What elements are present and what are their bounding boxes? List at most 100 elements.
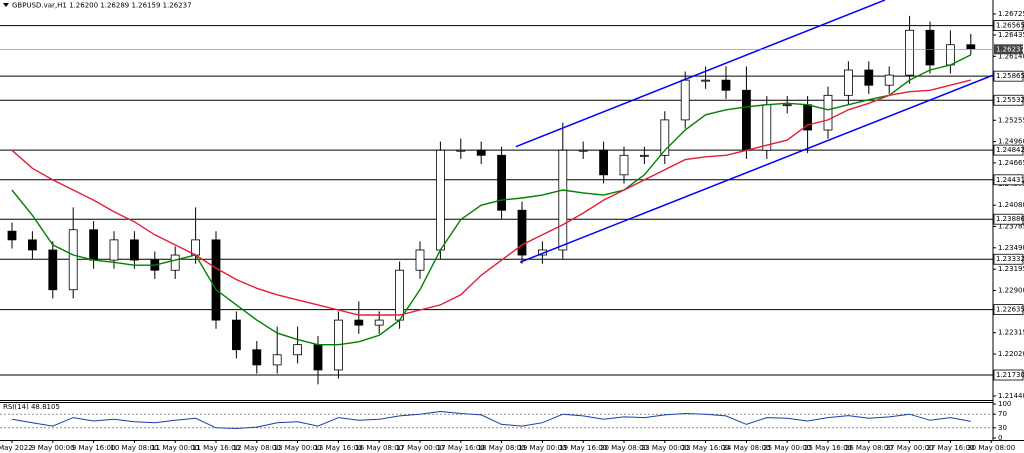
candle-body bbox=[578, 149, 588, 152]
y-tick-label: 1.23785 bbox=[998, 222, 1024, 230]
x-tick-label: 24 May 08:00 bbox=[722, 444, 770, 452]
candle-body bbox=[884, 74, 894, 86]
x-tick-label: 11 May 16:00 bbox=[192, 444, 240, 452]
candle-body bbox=[395, 269, 405, 321]
candle-body bbox=[211, 239, 221, 321]
candle-body bbox=[293, 344, 303, 356]
y-tick-label: 1.22900 bbox=[998, 286, 1024, 294]
y-tick-label: 1.24960 bbox=[998, 138, 1024, 146]
candle-body bbox=[109, 239, 119, 261]
y-tick-label: 1.23490 bbox=[998, 244, 1024, 252]
x-tick-label: 17 May 00:00 bbox=[396, 444, 444, 452]
candle-body bbox=[476, 149, 486, 156]
x-tick-label: 19 May 16:00 bbox=[559, 444, 607, 452]
level-label-box bbox=[993, 144, 1024, 156]
rsi-tick-label: 100 bbox=[998, 400, 1011, 408]
candle-body bbox=[864, 69, 874, 86]
candle-body bbox=[48, 249, 58, 291]
x-tick-label: 19 May 00:00 bbox=[518, 444, 566, 452]
candle-body bbox=[844, 69, 853, 96]
candle-body bbox=[905, 29, 914, 76]
symbol-menu-arrow[interactable] bbox=[3, 3, 9, 7]
chart-title: GBPUSD.var,H1 1.26200 1.26289 1.26159 1.… bbox=[12, 2, 192, 10]
candle-body bbox=[191, 239, 201, 256]
x-tick-label: 25 May 00:00 bbox=[763, 444, 811, 452]
level-label: 1.23886 bbox=[996, 215, 1024, 223]
rsi-tick-label: 70 bbox=[998, 410, 1007, 418]
x-tick-label: 18 May 08:00 bbox=[478, 444, 526, 452]
y-tick-label: 1.22315 bbox=[998, 329, 1024, 337]
candle-body bbox=[701, 79, 710, 82]
candle-body bbox=[966, 44, 976, 50]
candle-body bbox=[680, 79, 690, 121]
level-label: 1.22635 bbox=[996, 306, 1024, 314]
candle-body bbox=[497, 154, 507, 211]
rsi-tick-label: 30 bbox=[998, 424, 1007, 432]
x-tick-label: 23 May 00:00 bbox=[641, 444, 689, 452]
x-tick-label: 27 May 00:00 bbox=[886, 444, 934, 452]
candle-body bbox=[68, 229, 78, 291]
level-label: 1.24431 bbox=[996, 176, 1024, 184]
level-label-box bbox=[993, 70, 1024, 82]
level-label-box bbox=[993, 20, 1024, 31]
level-label: 1.21730 bbox=[996, 371, 1024, 379]
plot-area bbox=[0, 0, 993, 385]
rsi-tick-label: 0 bbox=[998, 434, 1002, 442]
x-tick-label: 9 May 16:00 bbox=[72, 444, 116, 452]
x-tick-label: 16 May 08:00 bbox=[355, 444, 403, 452]
level-label-box bbox=[993, 213, 1024, 225]
candle-body bbox=[782, 104, 792, 107]
trend-line bbox=[515, 0, 886, 148]
candle-body bbox=[435, 149, 445, 251]
y-tick-label: 1.24665 bbox=[998, 159, 1024, 167]
level-label: 1.25865 bbox=[996, 72, 1024, 80]
current-price-label: 1.26237 bbox=[996, 45, 1024, 53]
rsi-line bbox=[11, 410, 971, 430]
current-price-box bbox=[994, 44, 1023, 55]
moving-average-line bbox=[11, 54, 972, 346]
candle-body bbox=[517, 209, 527, 256]
candle-body bbox=[170, 254, 180, 271]
candle-body bbox=[313, 344, 323, 371]
candle-body bbox=[272, 354, 282, 366]
candle-body bbox=[599, 149, 608, 176]
candle-body bbox=[946, 44, 955, 66]
level-label-box bbox=[993, 304, 1024, 316]
y-tick-label: 1.23195 bbox=[998, 265, 1024, 273]
y-tick-label: 1.25255 bbox=[998, 116, 1024, 124]
candle-body bbox=[721, 79, 731, 91]
y-tick-label: 1.26140 bbox=[998, 52, 1024, 60]
candle-body bbox=[231, 319, 241, 351]
y-tick-label: 1.24080 bbox=[998, 201, 1024, 209]
x-tick-label: 17 May 16:00 bbox=[437, 444, 485, 452]
x-tick-label: 13 May 00:00 bbox=[274, 444, 322, 452]
candle-body bbox=[558, 149, 568, 251]
x-tick-label: 26 May 08:00 bbox=[845, 444, 893, 452]
rsi-panel bbox=[0, 410, 993, 430]
trend-line bbox=[519, 74, 993, 263]
x-tick-label: 23 May 16:00 bbox=[682, 444, 730, 452]
x-tick-label: 25 May 16:00 bbox=[804, 444, 852, 452]
candle-body bbox=[742, 89, 751, 151]
level-label: 1.26565 bbox=[996, 22, 1024, 30]
candle-body bbox=[619, 154, 629, 176]
candle-body bbox=[252, 349, 262, 366]
candle-body bbox=[456, 149, 466, 152]
y-tick-label: 1.26725 bbox=[998, 10, 1024, 18]
candle-body bbox=[374, 319, 384, 326]
y-tick-label: 1.22020 bbox=[998, 350, 1024, 358]
x-tick-label: 27 May 16:00 bbox=[926, 444, 974, 452]
x-tick-label: 20 May 08:00 bbox=[600, 444, 648, 452]
level-label-box bbox=[993, 253, 1024, 265]
candle-body bbox=[354, 319, 364, 326]
level-label: 1.25532 bbox=[996, 96, 1024, 104]
level-label-box bbox=[993, 174, 1024, 186]
candle-body bbox=[660, 119, 670, 156]
x-tick-label: 30 May 08:00 bbox=[967, 444, 1015, 452]
axes: 1.26725 1.26435 1.26140 1.25255 1.24960 1.246… bbox=[0, 10, 1024, 452]
y-tick-label: 1.21440 bbox=[998, 392, 1024, 400]
level-label-box bbox=[993, 94, 1024, 106]
candle-body bbox=[89, 229, 98, 261]
moving-average-line bbox=[11, 79, 971, 316]
